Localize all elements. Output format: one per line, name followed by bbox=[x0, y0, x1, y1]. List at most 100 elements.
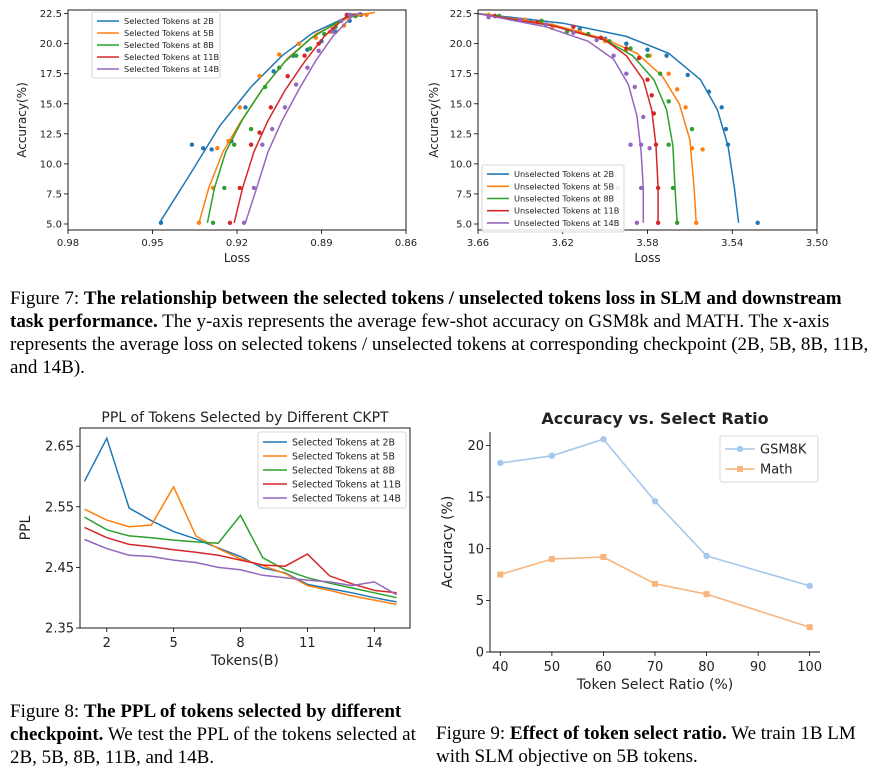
data-point bbox=[634, 220, 640, 225]
legend-box bbox=[257, 431, 407, 509]
y-axis-label: Accuracy (%) bbox=[440, 496, 456, 589]
x-tick-label: 90 bbox=[750, 660, 767, 675]
data-point bbox=[296, 41, 302, 46]
plot-area bbox=[158, 11, 376, 225]
x-tick-label: 0.86 bbox=[395, 238, 417, 249]
x-tick-label: 3.50 bbox=[806, 238, 828, 249]
data-point bbox=[641, 114, 646, 120]
data-point bbox=[703, 552, 710, 560]
data-point bbox=[237, 185, 243, 191]
x-tick-label: 14 bbox=[366, 636, 383, 651]
data-point bbox=[628, 46, 633, 51]
legend-label: Selected Tokens at 11B bbox=[292, 479, 401, 490]
data-point bbox=[243, 105, 248, 110]
chart-title: PPL of Tokens Selected by Different CKPT bbox=[101, 410, 389, 426]
data-point bbox=[651, 498, 659, 505]
data-point bbox=[600, 553, 607, 560]
data-point bbox=[674, 87, 680, 92]
y-tick-label: 10.0 bbox=[40, 159, 62, 170]
data-point bbox=[594, 37, 599, 43]
series-line bbox=[477, 12, 697, 223]
x-tick-label: 0.98 bbox=[57, 238, 79, 249]
data-point bbox=[497, 459, 504, 467]
legend-box bbox=[719, 435, 819, 483]
chart-unselected: 3.66 3.62 3.58 3.54 3.50 5.0 7.5 10.0 12.5 15.0 17… bbox=[427, 9, 828, 265]
y-tick-label: 10.0 bbox=[450, 159, 472, 170]
data-point bbox=[277, 65, 282, 70]
data-point bbox=[706, 89, 712, 94]
data-point bbox=[305, 65, 310, 70]
plot-area bbox=[497, 436, 813, 631]
legend-label: Unselected Tokens at 8B bbox=[514, 193, 615, 203]
x-tick-label: 50 bbox=[544, 660, 561, 675]
legend-label: Unselected Tokens at 2B bbox=[514, 169, 615, 179]
chart-ppl: PPL of Tokens Selected by Different CKPT… bbox=[18, 410, 411, 669]
y-tick-label: 20.0 bbox=[450, 39, 472, 50]
x-tick-label: 5 bbox=[170, 636, 178, 651]
legend: Selected Tokens at 2B Selected Tokens at … bbox=[257, 431, 407, 509]
data-point bbox=[158, 220, 164, 225]
data-point bbox=[638, 142, 644, 147]
x-axis-label: Token Select Ratio (%) bbox=[576, 677, 734, 693]
data-point bbox=[539, 18, 544, 24]
x-tick-label: 0.95 bbox=[141, 238, 163, 249]
data-point bbox=[486, 15, 491, 20]
series-line bbox=[84, 526, 397, 594]
x-tick-label: 0.92 bbox=[226, 238, 248, 249]
y-tick-label: 7.5 bbox=[456, 189, 472, 200]
data-point bbox=[339, 18, 344, 24]
data-point bbox=[683, 105, 688, 110]
data-point bbox=[598, 35, 604, 40]
legend-label: Selected Tokens at 2B bbox=[292, 437, 395, 448]
series-line bbox=[477, 12, 645, 223]
data-point bbox=[201, 146, 206, 151]
figure-7-bold-text: The relationship between the selected to… bbox=[10, 288, 842, 332]
data-point bbox=[270, 126, 275, 132]
data-point bbox=[658, 71, 663, 76]
legend-label: Unselected Tokens at 14B bbox=[514, 218, 620, 228]
data-point bbox=[302, 53, 307, 58]
data-point bbox=[237, 105, 243, 110]
data-point bbox=[645, 47, 650, 52]
data-point bbox=[651, 111, 657, 116]
y-tick-label: 2.55 bbox=[45, 500, 74, 515]
x-tick-label: 60 bbox=[595, 660, 612, 675]
data-point bbox=[222, 185, 227, 191]
data-point bbox=[632, 84, 637, 90]
y-axis-label: Accuracy(%) bbox=[427, 82, 441, 158]
series-line bbox=[233, 12, 356, 223]
x-tick-label: 80 bbox=[698, 660, 715, 675]
legend-label: Selected Tokens at 5B bbox=[124, 28, 214, 38]
figure-8-body-text: We test the PPL of the tokens selected a… bbox=[10, 724, 416, 768]
legend-box bbox=[91, 11, 221, 79]
data-point bbox=[543, 22, 548, 27]
data-point bbox=[725, 142, 731, 147]
x-tick-label: 100 bbox=[797, 660, 822, 675]
y-tick-label: 15.0 bbox=[450, 99, 472, 110]
data-point bbox=[189, 142, 195, 147]
data-point bbox=[806, 624, 813, 631]
data-point bbox=[645, 53, 650, 58]
chart-title: Accuracy vs. Select Ratio bbox=[541, 409, 768, 428]
data-point bbox=[670, 185, 676, 191]
series-line bbox=[198, 11, 376, 224]
legend-label: Selected Tokens at 8B bbox=[292, 465, 395, 476]
data-point bbox=[260, 142, 265, 147]
data-point bbox=[548, 452, 556, 459]
data-point bbox=[316, 48, 321, 54]
data-point bbox=[719, 105, 724, 110]
data-point bbox=[257, 73, 262, 79]
figure-9-body-text: We train 1B LM with SLM objective on 5B … bbox=[436, 723, 856, 767]
legend-marker bbox=[736, 445, 744, 453]
series-line bbox=[500, 438, 810, 587]
data-point bbox=[271, 69, 276, 74]
data-point bbox=[210, 220, 216, 225]
data-point bbox=[226, 138, 231, 144]
legend-label: GSM8K bbox=[760, 443, 807, 458]
data-point bbox=[689, 126, 695, 132]
x-tick-label: 8 bbox=[236, 636, 244, 651]
x-tick-label: 70 bbox=[647, 660, 664, 675]
data-point bbox=[689, 146, 695, 151]
y-tick-label: 7.5 bbox=[46, 189, 62, 200]
data-point bbox=[694, 220, 699, 225]
